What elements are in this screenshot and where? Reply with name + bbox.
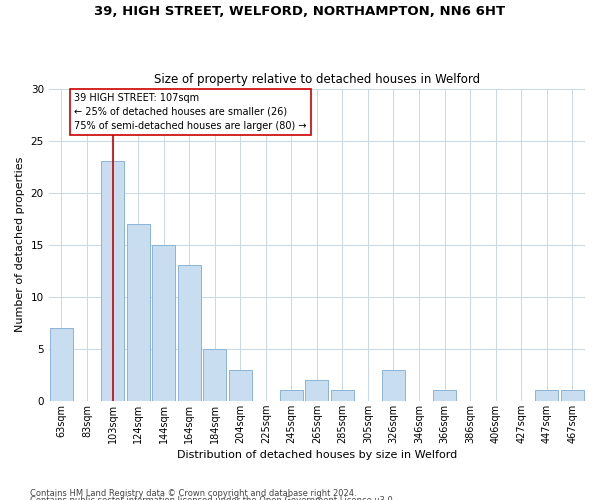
Text: 39 HIGH STREET: 107sqm
← 25% of detached houses are smaller (26)
75% of semi-det: 39 HIGH STREET: 107sqm ← 25% of detached… [74, 92, 307, 130]
Text: Contains HM Land Registry data © Crown copyright and database right 2024.: Contains HM Land Registry data © Crown c… [30, 488, 356, 498]
Bar [433, 390, 456, 401]
Bar [331, 390, 354, 401]
Bar [178, 266, 200, 401]
Text: 39, HIGH STREET, WELFORD, NORTHAMPTON, NN6 6HT: 39, HIGH STREET, WELFORD, NORTHAMPTON, N… [94, 5, 506, 18]
Bar [127, 224, 149, 401]
Bar [101, 162, 124, 401]
Bar [561, 390, 584, 401]
Bar [203, 348, 226, 401]
Bar [382, 370, 405, 401]
Bar [535, 390, 558, 401]
Bar [50, 328, 73, 401]
Y-axis label: Number of detached properties: Number of detached properties [15, 157, 25, 332]
Bar [229, 370, 252, 401]
X-axis label: Distribution of detached houses by size in Welford: Distribution of detached houses by size … [177, 450, 457, 460]
Title: Size of property relative to detached houses in Welford: Size of property relative to detached ho… [154, 73, 480, 86]
Bar [152, 244, 175, 401]
Bar [305, 380, 328, 401]
Text: Contains public sector information licensed under the Open Government Licence v3: Contains public sector information licen… [30, 496, 395, 500]
Bar [280, 390, 303, 401]
